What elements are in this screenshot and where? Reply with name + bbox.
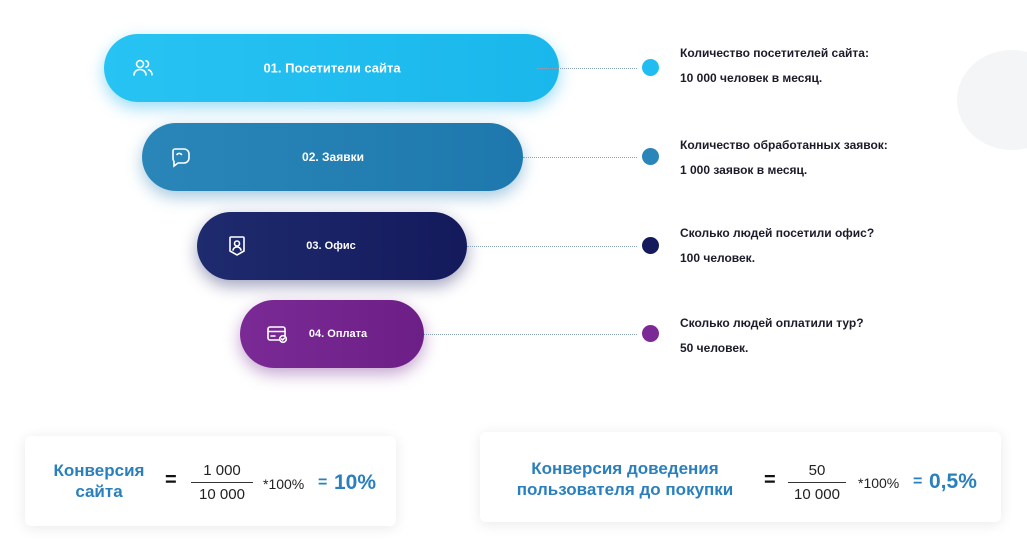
equals-sign: = [913, 473, 923, 490]
chat-icon [172, 148, 190, 168]
funnel-stage-requests: 02. Заявки [142, 123, 523, 191]
info-value: 10 000 человек в месяц. [680, 71, 823, 85]
decorative-circle [957, 50, 1027, 150]
formula-title-line: сайта [75, 482, 123, 501]
multiplier: *100% [858, 475, 900, 491]
fraction: 50 10 000 [788, 462, 846, 503]
formula-result: 10% [334, 471, 377, 494]
stage-marker-payment [642, 325, 659, 342]
card-check-icon [267, 326, 288, 344]
funnel-stage-label: 02. Заявки [302, 150, 364, 164]
funnel-stage-visitors: 01. Посетители сайта [104, 34, 559, 102]
equals-sign: = [165, 469, 177, 491]
person-badge-icon [229, 236, 245, 256]
formula-card-purchase-conversion: Конверсия доведения пользователя до поку… [480, 432, 1001, 522]
info-value: 1 000 заявок в месяц. [680, 163, 808, 177]
equals-sign: = [318, 474, 328, 491]
info-title: Количество посетителей сайта: [680, 46, 869, 60]
stage-marker-office [642, 237, 659, 254]
formula-title-line: Конверсия [53, 461, 145, 480]
info-title: Сколько людей посетили офис? [680, 226, 875, 240]
connector-line [537, 68, 637, 69]
fraction-bar [788, 482, 846, 483]
info-value: 100 человек. [680, 251, 756, 265]
numerator: 50 [808, 462, 826, 479]
users-icon [133, 59, 153, 76]
formula-result: 0,5% [929, 470, 977, 493]
stage-info-visitors: Количество посетителей сайта: 10 000 чел… [680, 41, 869, 91]
numerator: 1 000 [203, 462, 241, 479]
info-title: Сколько людей оплатили тур? [680, 316, 864, 330]
connector-line [467, 246, 637, 247]
stage-info-office: Сколько людей посетили офис? 100 человек… [680, 221, 874, 271]
fraction: 1 000 10 000 [191, 462, 253, 503]
formula-title: Конверсия доведения пользователя до поку… [490, 458, 760, 500]
equals-sign: = [764, 469, 776, 491]
funnel-stage-label: 01. Посетители сайта [263, 60, 401, 76]
info-title: Количество обработанных заявок: [680, 138, 888, 152]
formula-title: Конверсия сайта [39, 460, 159, 502]
funnel-stage-label: 04. Оплата [308, 328, 368, 340]
stage-marker-requests [642, 148, 659, 165]
connector-line [424, 334, 637, 335]
funnel-stage-office: 03. Офис [197, 212, 467, 280]
denominator: 10 000 [199, 486, 245, 503]
denominator: 10 000 [794, 486, 840, 503]
connector-line [523, 157, 637, 158]
formula-title-line: пользователя до покупки [516, 480, 734, 499]
stage-info-payment: Сколько людей оплатили тур? 50 человек. [680, 311, 864, 361]
fraction-bar [191, 482, 253, 483]
info-value: 50 человек. [680, 341, 749, 355]
multiplier: *100% [263, 476, 305, 492]
stage-marker-visitors [642, 59, 659, 76]
stage-info-requests: Количество обработанных заявок: 1 000 за… [680, 133, 888, 183]
formula-title-line: Конверсия доведения [531, 459, 719, 478]
funnel-stage-label: 03. Офис [306, 240, 356, 252]
formula-card-site-conversion: Конверсия сайта = 1 000 10 000 *100% = 1… [25, 436, 396, 526]
funnel-stage-payment: 04. Оплата [240, 300, 424, 368]
